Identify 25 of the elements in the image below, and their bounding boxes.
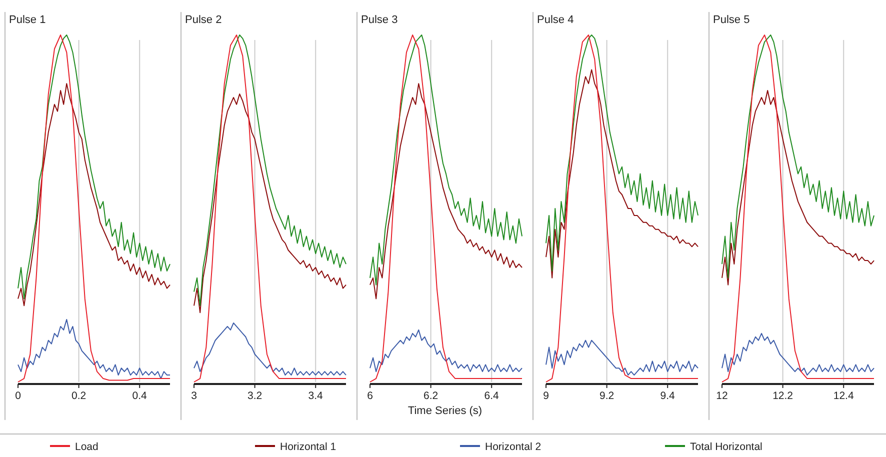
- x-tick-label: 0.2: [71, 390, 86, 402]
- x-tick-label: 6.4: [484, 390, 500, 402]
- chart-title: Pulse 4: [537, 14, 574, 26]
- x-tick-label: 9: [543, 390, 550, 402]
- chart-title: Pulse 2: [185, 14, 222, 26]
- chart-title: Pulse 1: [9, 14, 46, 26]
- chart-title: Pulse 3: [361, 14, 398, 26]
- x-tick-label: 12: [716, 390, 728, 402]
- x-tick-label: 12.4: [833, 390, 854, 402]
- x-tick-label: 3: [191, 390, 198, 402]
- x-tick-label: 12.2: [772, 390, 794, 402]
- legend-label: Load: [75, 441, 99, 453]
- legend-label: Horizontal 1: [280, 441, 336, 453]
- x-tick-label: 0.4: [132, 390, 148, 402]
- x-tick-label: 3.4: [308, 390, 324, 402]
- x-tick-label: 0: [15, 390, 22, 402]
- x-tick-label: 9.2: [599, 390, 614, 402]
- x-tick-label: 6.2: [423, 390, 438, 402]
- legend-label: Total Horizontal: [690, 441, 762, 453]
- chart-title: Pulse 5: [713, 14, 750, 26]
- x-tick-label: 3.2: [247, 390, 262, 402]
- x-tick-label: 6: [367, 390, 374, 402]
- x-axis-title: Time Series (s): [408, 405, 482, 417]
- legend-label: Horizontal 2: [485, 441, 542, 453]
- x-tick-label: 9.4: [660, 390, 676, 402]
